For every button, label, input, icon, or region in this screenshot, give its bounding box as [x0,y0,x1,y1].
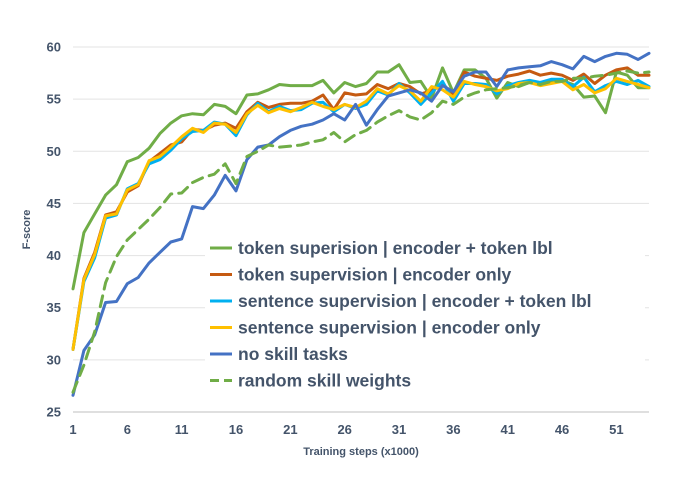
x-tick-label: 11 [175,422,189,437]
legend-label-0: token superision | encoder + token lbl [238,238,553,258]
x-tick-label: 26 [337,422,351,437]
x-tick-label: 6 [124,422,131,437]
series-line-4 [71,51,651,397]
series-line-1 [71,66,651,351]
y-tick-label: 35 [47,300,61,315]
series-line-5 [71,69,651,394]
x-tick-label: 41 [500,422,514,437]
x-axis-title: Training steps (x1000) [303,446,419,458]
x-tick-label: 16 [229,422,243,437]
legend-label-5: random skill weights [238,371,411,391]
legend-label-1: token supervision | encoder only [238,265,512,285]
series-line-0 [71,63,651,291]
x-tick-label: 21 [283,422,297,437]
series-lines [71,51,651,397]
y-tick-label: 45 [47,196,61,211]
x-tick-label: 51 [609,422,623,437]
x-tick-label: 36 [446,422,460,437]
series-line-3 [71,76,651,351]
y-tick-label: 25 [47,405,61,420]
legend-label-2: sentence supervision | encoder + token l… [238,291,592,311]
legend-label-3: sentence supervision | encoder only [238,318,541,338]
x-axis-ticks: 1 6 11 16 21 26 31 36 41 46 51 [69,422,623,437]
y-tick-label: 50 [47,144,61,159]
y-tick-label: 30 [47,352,61,367]
y-axis-title: F-score [21,210,33,250]
x-tick-label: 31 [392,422,406,437]
y-tick-label: 60 [47,40,61,55]
y-axis-ticks: 25 30 35 40 45 50 55 60 [47,40,61,420]
x-tick-label: 1 [69,422,76,437]
series-line-2 [71,75,651,351]
x-tick-label: 46 [555,422,569,437]
y-tick-label: 55 [47,92,61,107]
y-tick-label: 40 [47,248,61,263]
legend-background [205,228,645,397]
legend-label-4: no skill tasks [238,344,348,364]
legend: token superision | encoder + token lbl to… [205,228,645,397]
